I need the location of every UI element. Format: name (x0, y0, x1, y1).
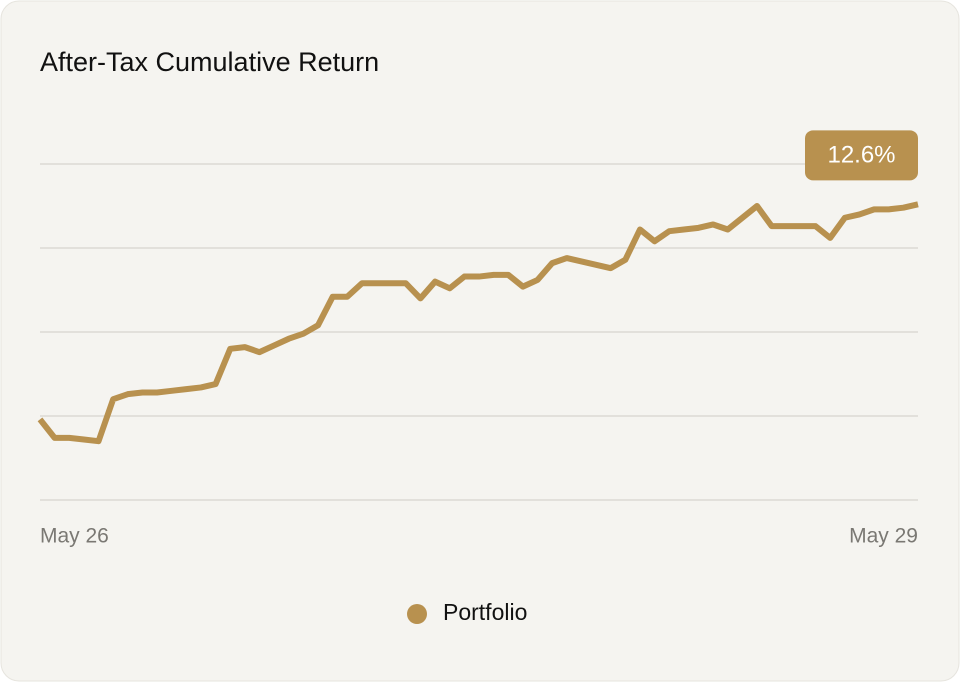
legend-label: Portfolio (443, 599, 527, 625)
chart-title: After-Tax Cumulative Return (40, 47, 379, 77)
legend-marker (407, 604, 427, 624)
x-tick-label: May 26 (40, 525, 109, 548)
value-label: 12.6% (827, 142, 895, 169)
value-badge (805, 130, 918, 181)
data-line (37, 201, 919, 445)
x-tick-label: May 29 (849, 525, 918, 548)
